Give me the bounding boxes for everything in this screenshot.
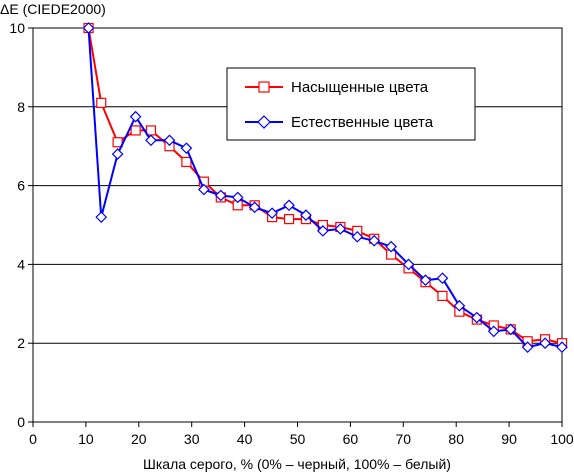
data-point	[283, 199, 295, 212]
x-tick-label: 100	[550, 431, 574, 447]
data-point	[504, 323, 517, 336]
data-point	[129, 110, 142, 123]
legend: Насыщенные цвета Естественные цвета	[226, 67, 476, 141]
y-tick-label: 6	[17, 178, 25, 194]
data-point	[556, 341, 568, 353]
data-point	[112, 137, 123, 148]
y-tick-label: 10	[9, 20, 25, 36]
legend-square-marker	[258, 81, 270, 93]
data-point	[300, 209, 312, 221]
legend-item: Насыщенные цвета	[245, 79, 429, 96]
x-tick-label: 10	[78, 431, 94, 447]
x-tick-label: 20	[131, 431, 147, 447]
y-axis-title: ΔE (CIEDE2000)	[0, 1, 106, 17]
data-point	[82, 22, 95, 34]
data-point	[539, 337, 551, 350]
data-point	[437, 290, 448, 302]
data-point	[385, 240, 397, 253]
y-tick-label: 0	[17, 414, 25, 430]
series	[82, 22, 568, 353]
data-point	[351, 230, 364, 243]
data-point	[334, 223, 347, 235]
data-point	[487, 325, 500, 338]
data-point	[521, 341, 534, 353]
data-point	[111, 148, 124, 160]
series-layer	[82, 22, 568, 353]
data-point	[419, 274, 432, 287]
data-point	[163, 134, 176, 147]
data-point	[181, 156, 192, 168]
x-tick-label: 0	[29, 431, 37, 447]
data-point	[266, 207, 278, 220]
data-point	[180, 142, 193, 155]
x-tick-label: 50	[290, 431, 306, 447]
y-tick-label: 2	[17, 335, 25, 351]
x-tick-label: 40	[237, 431, 253, 447]
x-tick-label: 80	[448, 431, 464, 447]
data-point	[95, 211, 108, 223]
legend-diamond-marker	[257, 115, 271, 129]
x-axis: 0 10 20 30 40 50 60 70 80 90 100	[29, 422, 574, 447]
legend-box	[226, 67, 476, 141]
data-point	[248, 201, 261, 214]
x-axis-title: Шкала серого, % (0% – черный, 100% – бел…	[143, 456, 451, 472]
x-tick-label: 30	[184, 431, 200, 447]
x-tick-label: 60	[343, 431, 359, 447]
grid-lines	[33, 106, 562, 344]
y-tick-label: 4	[17, 256, 25, 272]
data-point	[130, 125, 141, 136]
data-point	[402, 258, 415, 271]
data-point	[470, 311, 483, 324]
data-point	[283, 213, 295, 225]
data-point	[96, 97, 107, 108]
legend-item: Естественные цвета	[245, 114, 434, 131]
data-point	[145, 134, 157, 147]
data-point	[453, 299, 466, 312]
data-point	[214, 189, 227, 202]
data-point	[317, 225, 329, 237]
x-tick-label: 70	[396, 431, 412, 447]
legend-label: Естественные цвета	[291, 114, 434, 131]
data-point	[436, 272, 449, 285]
legend-label: Насыщенные цвета	[291, 79, 429, 96]
data-point	[198, 183, 210, 196]
y-axis: 0 2 4 6 8 10	[9, 20, 33, 430]
y-tick-label: 8	[17, 99, 25, 115]
data-point	[368, 234, 381, 247]
x-tick-label: 90	[501, 431, 517, 447]
data-point	[231, 191, 244, 204]
